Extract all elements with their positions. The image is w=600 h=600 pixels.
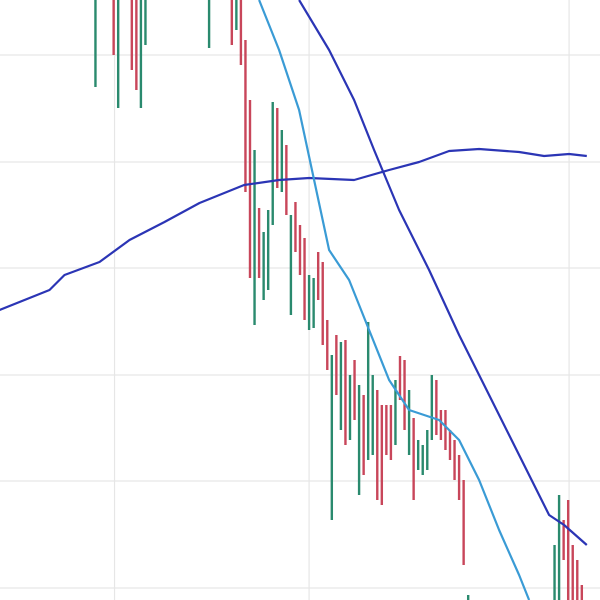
- price-bars: [94, 0, 584, 600]
- moving-average-line-1: [0, 147, 587, 311]
- moving-average-line-2: [298, 0, 588, 546]
- moving-average-line-3: [258, 0, 531, 600]
